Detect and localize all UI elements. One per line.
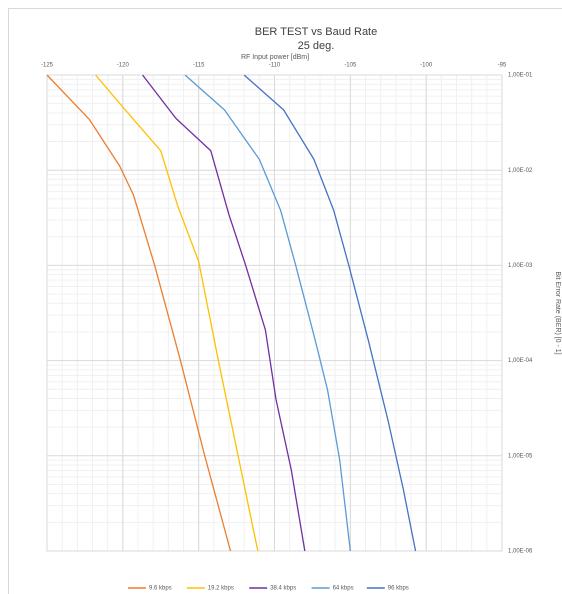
legend-label: 38.4 kbps xyxy=(270,586,296,592)
y-tick-label: 1,00E-06 xyxy=(508,549,533,555)
x-tick-label: -105 xyxy=(344,63,357,69)
series-line xyxy=(46,74,232,552)
series-line xyxy=(184,74,351,552)
y-tick-label: 1,00E-03 xyxy=(508,263,533,269)
x-tick-label: -115 xyxy=(193,63,205,69)
legend-label: 64 kbps xyxy=(333,586,354,592)
chart-frame xyxy=(8,8,562,594)
legend-label: 9.6 kbps xyxy=(149,586,172,592)
y-axis-label: Bit Error Rate (BER) [0 - 1] xyxy=(554,271,561,354)
y-tick-label: 1,00E-02 xyxy=(508,168,533,174)
x-tick-label: -95 xyxy=(498,63,507,69)
x-tick-label: -110 xyxy=(269,63,281,69)
series-line xyxy=(142,74,306,552)
series-line xyxy=(243,74,417,552)
legend-label: 19.2 kbps xyxy=(208,586,234,592)
x-tick-label: -125 xyxy=(41,63,54,69)
series-line xyxy=(95,74,259,552)
chart-subtitle: 25 deg. xyxy=(298,40,335,52)
x-axis-label: RF Input power [dBm] xyxy=(241,54,309,61)
y-tick-label: 1,00E-01 xyxy=(508,73,533,79)
x-tick-label: -120 xyxy=(117,63,130,69)
legend-label: 96 kbps xyxy=(388,586,409,592)
y-tick-label: 1,00E-04 xyxy=(508,358,533,364)
x-tick-label: -100 xyxy=(420,63,433,69)
y-tick-label: 1,00E-05 xyxy=(508,453,533,459)
chart-title: BER TEST vs Baud Rate xyxy=(255,26,377,38)
